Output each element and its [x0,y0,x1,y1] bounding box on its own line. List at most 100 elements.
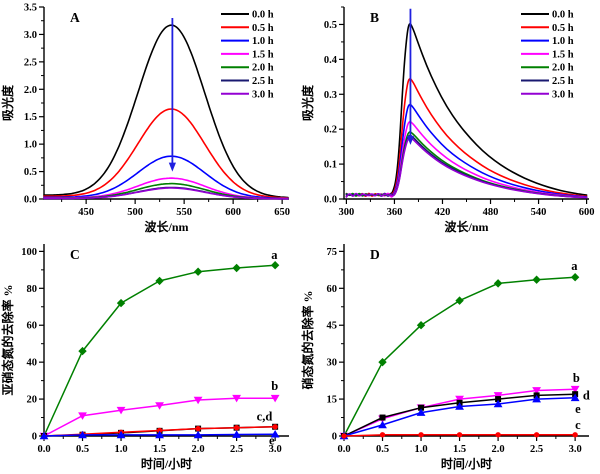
line-a [43,264,276,437]
y-tick-label: 0.2 [324,125,337,136]
legend-label: 1.0 h [252,36,274,47]
y-tick-label: 75 [327,247,338,258]
axes: 450 500 550 600 650 0.0 0.5 1.0 1.5 2.0 2.5 3.0 3.5 [24,3,290,219]
x-tick-label: 1.0 [114,444,127,455]
triangle-up-marker [532,394,542,403]
diamond-marker [78,346,87,356]
x-tick-label: 2.0 [492,444,505,455]
diamond-marker [193,267,203,276]
legend-label: 3.0 h [252,89,274,100]
series-label-b: b [271,379,278,393]
square-marker [418,404,425,411]
legend-label: 0.0 h [252,10,274,21]
x-axis-label: 波长/nm [144,219,188,234]
series-label-c: c,d [257,410,273,424]
legend-label: 2.0 h [252,63,274,74]
series-label-c: c [575,418,581,432]
y-tick-label: 2.0 [24,85,37,96]
x-tick-label: 2.5 [230,444,243,455]
legend-label: 2.5 h [252,76,274,87]
triangle-down-marker [270,394,280,403]
triangle-down-marker [570,385,580,394]
x-tick-label: 2.5 [530,444,543,455]
x-tick-label: 360 [387,207,403,218]
series-label-d: d [583,388,590,402]
triangle-up-marker [232,430,242,438]
x-tick-label: 1.5 [453,444,466,455]
axes: 0.0 0.5 1.0 1.5 2.0 2.5 3.0 0 20 40 60 80 100 [21,244,289,455]
circle-marker [495,432,501,438]
diamond-marker [455,296,464,305]
triangle-up-marker [193,430,203,439]
diamond-marker [493,279,503,288]
legend-label: 2.5 h [552,76,574,87]
triangle-down-marker [116,406,126,415]
x-tick-label: 420 [435,207,451,218]
circle-marker [195,425,201,432]
panel-letter: D [370,247,380,262]
triangle-down-marker [493,392,503,400]
legend-label: 2.0 h [552,63,574,74]
circle-marker [533,432,540,438]
y-tick-label: 0 [332,432,337,443]
series-label-e: e [269,434,275,448]
curve-1.0 h [43,155,289,200]
legend: 0.0 h 0.5 h 1.0 h 1.5 h 2.0 h 2.5 h 3.0 h [521,10,574,100]
diamond-marker [416,321,426,330]
axes: 300 360 420 480 540 600 0.0 0.1 0.2 0.3 0.4 0.5 [324,6,594,218]
circle-marker [272,424,278,430]
series-group [43,24,289,200]
x-tick-label: 0.0 [37,444,50,455]
triangle-down-marker [232,394,242,403]
square-marker [379,414,386,421]
series-group [345,22,588,199]
triangle-up-marker [378,420,387,429]
curve-0.0 h [43,24,289,199]
x-axis-label: 时间/小时 [441,456,492,471]
x-tick-label: 3.0 [569,444,582,455]
x-tick-label: 0.5 [376,444,389,455]
y-tick-label: 45 [327,321,338,332]
circle-marker [456,432,463,438]
panel-letter: A [70,10,80,25]
down-arrow-annotation [406,8,415,145]
x-tick-label: 3.0 [269,444,282,455]
triangle-up-marker [78,430,87,439]
panel-d-nitrate-removal-chart: 0.0 0.5 1.0 1.5 2.0 2.5 3.0 0 15 30 45 60 75 时间/小时 硝态氮… [300,244,590,471]
y-tick-label: 60 [27,321,38,332]
triangle-up-marker [155,430,164,439]
curve-0.5 h [345,77,588,198]
series-group [39,261,280,441]
circle-marker [341,433,347,439]
series-label-a: a [271,248,278,262]
triangle-up-marker [39,431,49,440]
triangle-down-marker [155,402,164,410]
x-tick-label: 1.0 [414,444,427,455]
y-tick-label: 60 [327,284,338,295]
diamond-marker [570,273,580,282]
y-tick-label: 15 [327,395,338,406]
legend-label: 1.0 h [552,36,574,47]
legend-label: 1.5 h [252,49,274,60]
legend: 0.0 h 0.5 h 1.0 h 1.5 h 2.0 h 2.5 h 3.0 h [221,10,274,100]
x-tick-label: 650 [274,207,290,218]
circle-marker [572,432,578,438]
x-tick-label: 540 [531,207,547,218]
curve-3.0 h [345,137,588,199]
series-label-e: e [575,402,581,416]
y-tick-label: 0.0 [24,195,37,206]
triangle-up-marker [570,393,580,402]
circle-marker [156,427,163,434]
panel-letter: C [70,247,80,262]
triangle-up-marker [116,430,126,439]
y-tick-label: 1.0 [24,140,37,151]
triangle-up-marker [416,408,426,416]
x-axis-label: 时间/小时 [141,456,192,471]
x-tick-label: 1.5 [153,444,166,455]
y-axis-label: 吸光度 [0,84,15,121]
circle-marker [379,432,386,438]
y-tick-label: 0.5 [324,20,337,31]
x-tick-label: 300 [339,207,355,218]
diamond-marker [116,298,126,308]
